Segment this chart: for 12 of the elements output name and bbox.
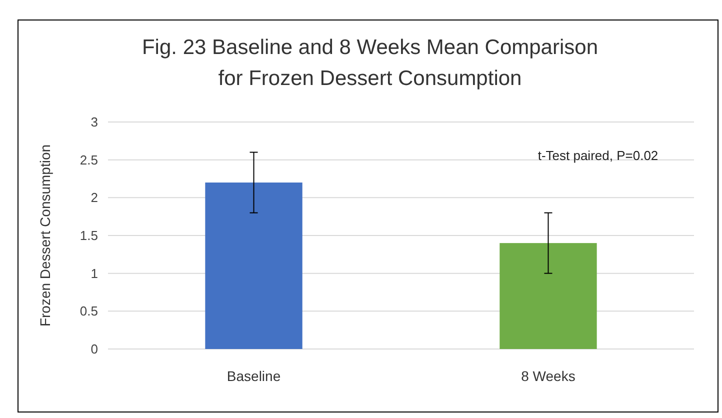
annotation: t-Test paired, P=0.02: [538, 148, 658, 163]
y-tick-label: 1: [90, 266, 98, 281]
y-tick-label: 1.5: [80, 228, 98, 244]
y-tick-label: 2: [90, 190, 98, 206]
y-tick-label: 0.5: [80, 304, 98, 319]
y-tick-label: 0: [90, 342, 98, 357]
x-tick-label: 8 Weeks: [521, 368, 576, 384]
x-tick-label: Baseline: [226, 368, 281, 384]
y-axis-title: Frozen Dessert Consumption: [37, 144, 53, 327]
y-tick-label: 2.5: [80, 152, 98, 168]
y-tick-label: 3: [90, 114, 98, 130]
chart-title: Fig. 23 Baseline and 8 Weeks Mean Comparison for Frozen Dessert Consumption: [142, 36, 598, 90]
